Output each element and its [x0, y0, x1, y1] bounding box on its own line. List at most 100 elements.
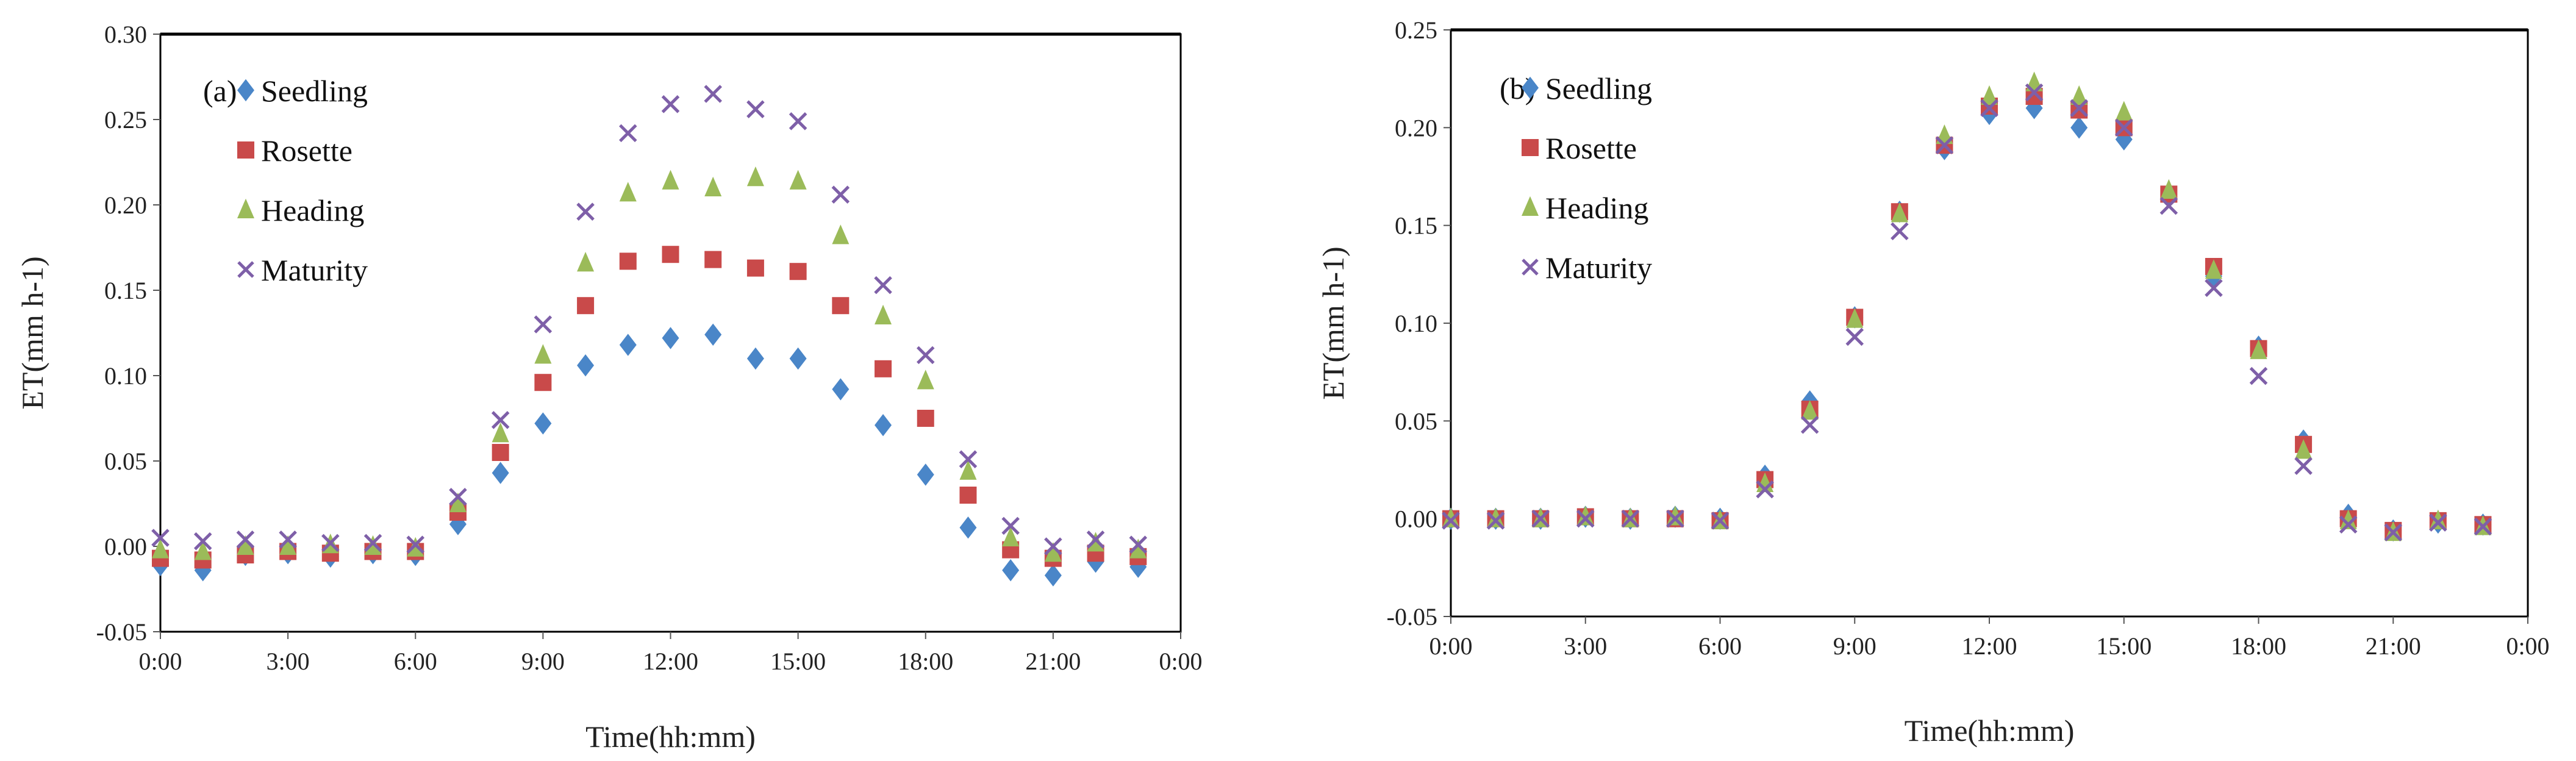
legend-marker-heading	[237, 198, 254, 218]
data-point	[789, 112, 807, 130]
x-tick-label: 6:00	[1698, 632, 1742, 660]
data-point	[875, 414, 892, 437]
data-point	[1044, 537, 1062, 556]
data-point	[704, 323, 722, 346]
data-point	[534, 344, 552, 364]
series-maturity	[1442, 83, 2492, 541]
data-point	[2070, 116, 2088, 139]
data-point	[577, 297, 595, 315]
data-point	[1845, 327, 1864, 346]
data-point	[2070, 99, 2088, 118]
data-point	[193, 532, 212, 551]
data-point	[746, 100, 765, 118]
data-point	[577, 354, 595, 377]
data-point	[2249, 366, 2268, 385]
data-point	[704, 176, 722, 196]
data-point	[279, 535, 297, 555]
data-point	[661, 95, 680, 113]
x-tick-label: 18:00	[898, 648, 953, 675]
data-point	[534, 374, 552, 391]
data-point	[1442, 512, 1460, 530]
data-point	[2339, 509, 2357, 529]
data-point	[1002, 559, 1020, 582]
data-point	[1001, 516, 1020, 535]
x-tick-label: 0:00	[138, 648, 182, 675]
data-point	[194, 559, 212, 582]
legend-label-heading: Heading	[1545, 191, 1648, 225]
legend-label-heading: Heading	[261, 193, 364, 227]
legend-label-rosette: Rosette	[261, 134, 352, 168]
data-point	[2250, 339, 2267, 359]
data-point	[2474, 517, 2492, 536]
x-tick-label: 3:00	[267, 648, 310, 675]
data-point	[1486, 512, 1505, 530]
data-point	[619, 252, 637, 270]
data-point	[492, 423, 509, 443]
legend-marker-seedling	[237, 79, 254, 102]
data-point	[152, 538, 169, 559]
data-point	[2429, 513, 2447, 532]
data-point	[1044, 564, 1062, 587]
data-point	[151, 529, 170, 547]
data-point	[2294, 457, 2313, 475]
legend-label-maturity: Maturity	[1545, 251, 1652, 285]
x-tick-label: 9:00	[1833, 632, 1877, 660]
legend-label-rosette: Rosette	[1545, 131, 1637, 165]
legend-marker-rosette	[237, 141, 254, 159]
x-tick-label: 21:00	[1025, 648, 1081, 675]
data-point	[1129, 535, 1148, 554]
data-point	[492, 462, 509, 484]
data-point	[449, 488, 467, 506]
data-point	[1800, 415, 1819, 434]
x-axis-title: Time(hh:mm)	[1905, 713, 2075, 748]
y-tick-label: 0.25	[1395, 16, 1437, 44]
data-point	[917, 463, 934, 486]
legend-marker-seedling	[1522, 76, 1539, 99]
data-point	[1846, 308, 1864, 328]
x-tick-label: 12:00	[1961, 632, 2017, 660]
y-tick-label: 0.10	[1395, 310, 1437, 337]
data-point	[1487, 507, 1504, 527]
series-maturity	[151, 85, 1148, 556]
data-point	[917, 370, 934, 390]
data-point	[279, 531, 297, 549]
data-point	[662, 246, 679, 263]
data-point	[2295, 439, 2313, 459]
x-tick-label: 3:00	[1564, 632, 1607, 660]
data-point	[2205, 279, 2223, 298]
legend-marker-maturity	[1522, 259, 1539, 276]
y-tick-label: 0.00	[104, 533, 147, 560]
chart-panel-0: -0.05 0.00 0.05 0.10 0.15 0.20 0.25 0.30 0:00 3:0…	[15, 21, 1203, 754]
data-point	[959, 460, 977, 480]
data-point	[1935, 136, 1954, 154]
legend-marker-heading	[1522, 196, 1539, 216]
data-point	[704, 85, 722, 103]
data-point	[2070, 85, 2088, 105]
x-tick-label: 15:00	[770, 648, 826, 675]
y-tick-label: 0.05	[1395, 407, 1437, 435]
data-point	[576, 202, 595, 221]
y-tick-label: -0.05	[1387, 603, 1437, 631]
data-point	[1891, 202, 1908, 223]
data-point	[1981, 85, 1998, 105]
data-point	[2025, 83, 2044, 102]
legend-marker-rosette	[1522, 139, 1539, 156]
data-point	[1576, 506, 1594, 526]
y-tick-label: 0.25	[104, 106, 147, 134]
data-point	[534, 412, 552, 435]
data-point	[492, 444, 509, 461]
x-tick-label: 21:00	[2366, 632, 2421, 660]
data-point	[874, 276, 892, 295]
data-point	[789, 170, 807, 190]
data-point	[832, 224, 850, 245]
data-point	[534, 315, 553, 334]
data-point	[194, 540, 212, 560]
x-tick-label: 18:00	[2231, 632, 2286, 660]
x-tick-label: 6:00	[394, 648, 437, 675]
data-point	[236, 531, 255, 549]
data-point	[619, 182, 637, 202]
data-point	[662, 327, 679, 349]
data-point	[1442, 507, 1459, 527]
data-point	[363, 534, 382, 552]
